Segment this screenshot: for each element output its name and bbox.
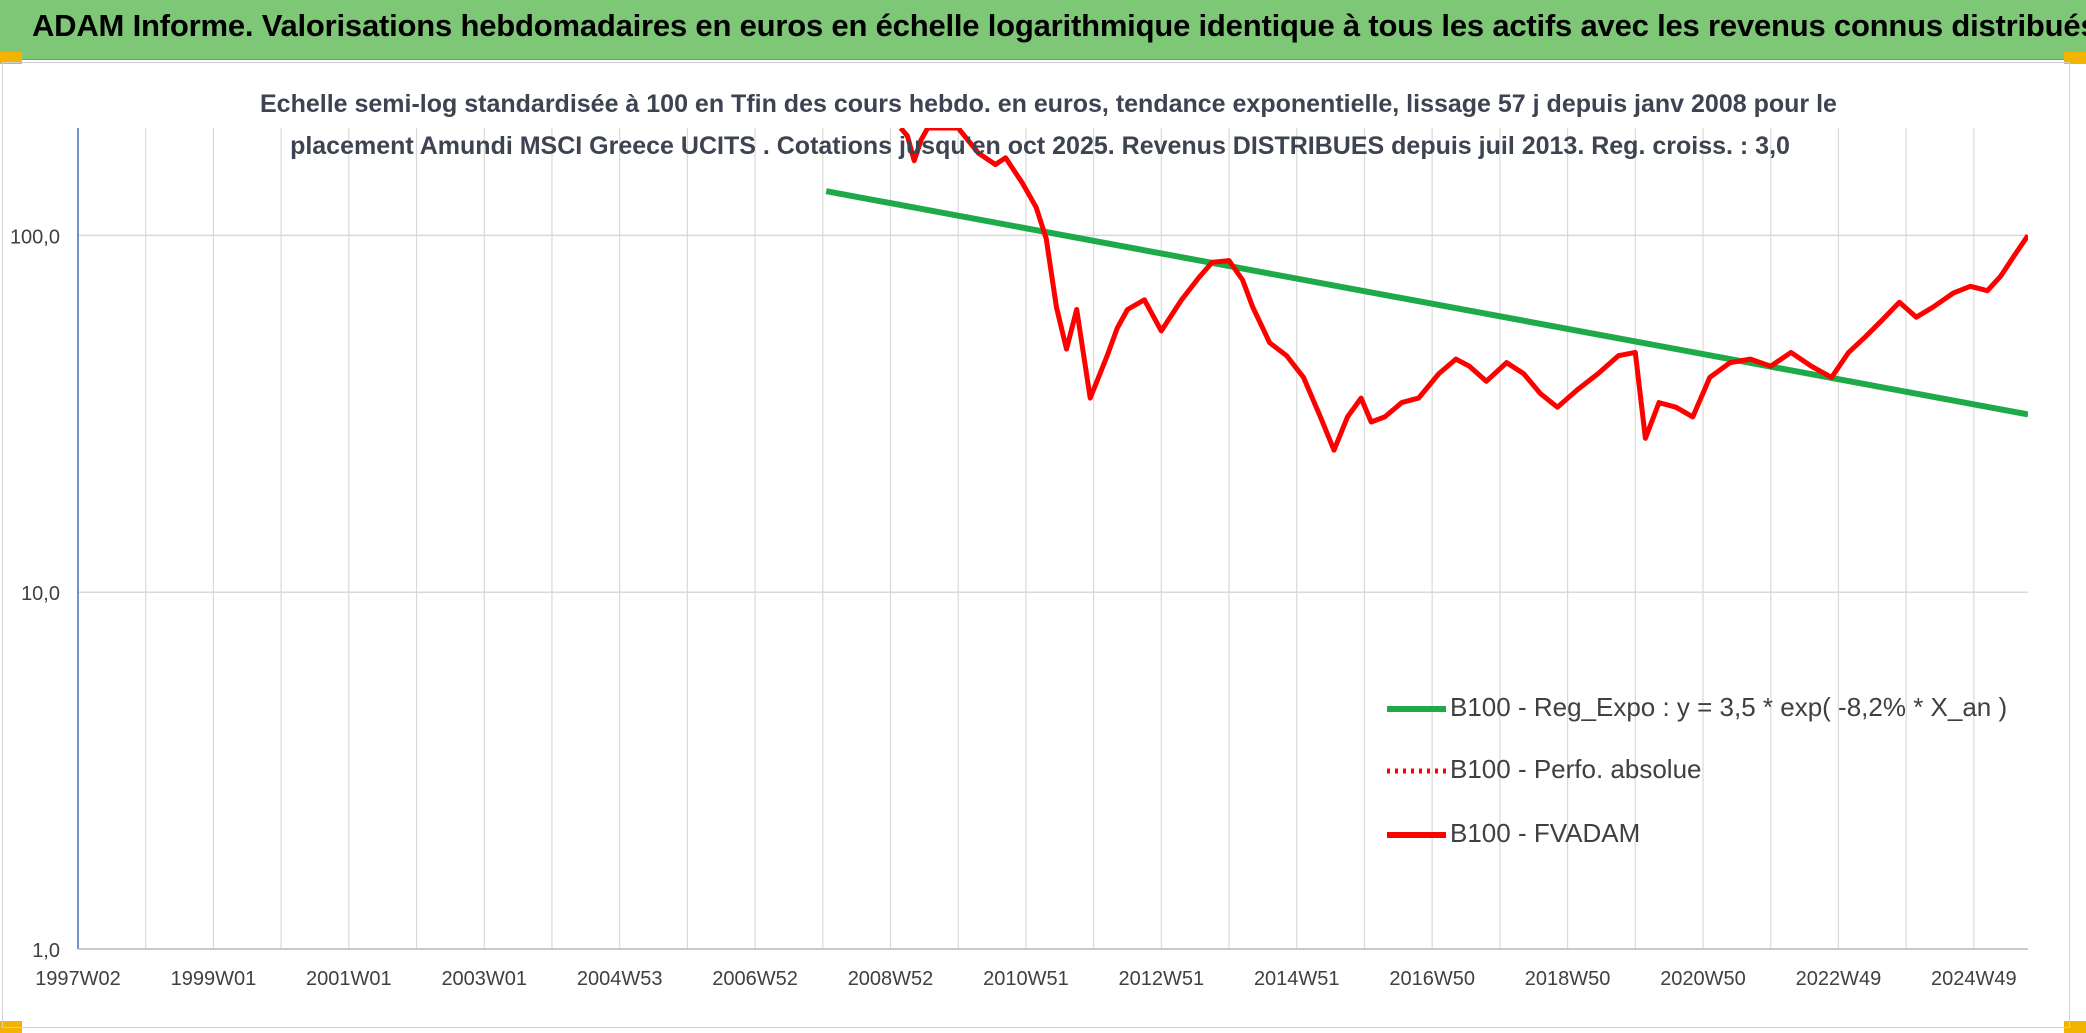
chart-frame <box>2 62 2070 1028</box>
fvadam-line <box>898 128 2028 453</box>
legend-label-regression: B100 - Reg_Expo : y = 3,5 * exp( -8,2% *… <box>1450 692 2008 722</box>
legend-label-fvadam: B100 - FVADAM <box>1450 818 1641 848</box>
corner-accent-top-right <box>2064 52 2086 64</box>
x-tick-label: 2014W51 <box>1254 968 1340 990</box>
chart-title-line2: placement Amundi MSCI Greece UCITS . Cot… <box>290 132 1790 160</box>
y-tick-label: 100,0 <box>10 226 60 248</box>
header-banner: ADAM Informe. Valorisations hebdomadaire… <box>0 0 2086 60</box>
y-tick-label: 10,0 <box>21 583 60 605</box>
banner-title: ADAM Informe. Valorisations hebdomadaire… <box>32 8 2086 43</box>
y-tick-label: 1,0 <box>32 940 60 962</box>
x-tick-label: 2008W52 <box>848 968 934 990</box>
x-tick-label: 2018W50 <box>1525 968 1611 990</box>
x-tick-label: 2006W52 <box>712 968 798 990</box>
corner-accent-top-left <box>0 52 22 64</box>
x-tick-label: 2012W51 <box>1119 968 1205 990</box>
regression-line <box>825 188 2028 418</box>
legend-label-perfo: B100 - Perfo. absolue <box>1450 754 1702 784</box>
x-tick-label: 2004W53 <box>577 968 663 990</box>
x-tick-label: 2003W01 <box>441 968 527 990</box>
x-tick-label: 2001W01 <box>306 968 392 990</box>
x-tick-label: 2024W49 <box>1931 968 2017 990</box>
x-tick-label: 1999W01 <box>171 968 257 990</box>
series-lines <box>825 128 2028 453</box>
x-tick-label: 2020W50 <box>1660 968 1746 990</box>
axes: 100,0 10,0 1,0 1997W02 1999W01 2001W01 2003W01… <box>10 128 2028 990</box>
x-tick-label: 2022W49 <box>1796 968 1882 990</box>
x-tick-label: 2010W51 <box>983 968 1069 990</box>
chart-title-line1: Echelle semi-log standardisée à 100 en T… <box>260 90 1837 118</box>
x-tick-label: 1997W02 <box>35 968 121 990</box>
grid-lines <box>77 128 2028 950</box>
x-tick-label: 2016W50 <box>1389 968 1475 990</box>
legend-swatches <box>1387 706 1446 838</box>
